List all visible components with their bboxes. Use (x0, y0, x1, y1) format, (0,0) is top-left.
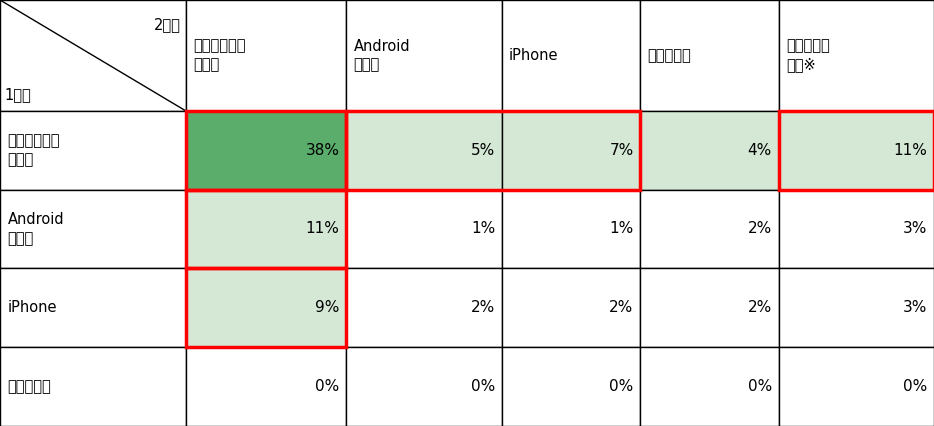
Text: Android
スマホ: Android スマホ (7, 212, 64, 246)
Text: 11%: 11% (894, 143, 927, 158)
Text: 0%: 0% (748, 379, 772, 394)
Text: タブレット: タブレット (7, 379, 51, 394)
Bar (640, 347, 779, 426)
Bar (640, 190, 779, 268)
Text: 3%: 3% (903, 300, 927, 315)
Text: 0%: 0% (903, 379, 927, 394)
Bar (347, 268, 502, 347)
Bar (779, 0, 934, 111)
Bar (0, 111, 186, 190)
Bar (779, 111, 934, 190)
Text: 9%: 9% (315, 300, 340, 315)
Text: iPhone: iPhone (7, 300, 57, 315)
Text: Android
スマホ: Android スマホ (354, 39, 410, 72)
Text: タブレット: タブレット (647, 48, 691, 63)
Bar (779, 268, 934, 347)
Text: 2台目: 2台目 (154, 17, 181, 32)
Text: 0%: 0% (471, 379, 495, 394)
Text: 2%: 2% (609, 300, 633, 315)
Bar (186, 347, 347, 426)
Text: 2%: 2% (748, 300, 772, 315)
Bar (186, 190, 347, 268)
Text: 38%: 38% (305, 143, 340, 158)
Bar (640, 0, 779, 111)
Text: 3%: 3% (903, 222, 927, 236)
Text: 4%: 4% (748, 143, 772, 158)
Text: 0%: 0% (316, 379, 340, 394)
Bar (186, 268, 347, 347)
Bar (502, 268, 640, 347)
Text: iPhone: iPhone (509, 48, 559, 63)
Bar (347, 347, 502, 426)
Bar (186, 111, 347, 190)
Bar (186, 190, 347, 268)
Bar (502, 111, 640, 190)
Bar (779, 111, 934, 190)
Text: 0%: 0% (609, 379, 633, 394)
Bar (779, 190, 934, 268)
Bar (640, 268, 779, 347)
Text: 2%: 2% (471, 300, 495, 315)
Bar (347, 111, 502, 190)
Bar (502, 347, 640, 426)
Text: 5%: 5% (471, 143, 495, 158)
Bar (502, 0, 640, 111)
Bar (779, 347, 934, 426)
Text: フィーチャー
フォン: フィーチャー フォン (7, 133, 60, 167)
Bar (347, 0, 502, 111)
Text: 2%: 2% (748, 222, 772, 236)
Bar (502, 190, 640, 268)
Text: 11%: 11% (305, 222, 340, 236)
Text: データ通信
機器※: データ通信 機器※ (786, 39, 829, 72)
Bar (0, 347, 186, 426)
Text: 1台目: 1台目 (5, 87, 32, 102)
Text: 1%: 1% (471, 222, 495, 236)
Text: 7%: 7% (609, 143, 633, 158)
Bar (0, 0, 186, 111)
Bar (0, 190, 186, 268)
Bar (640, 111, 779, 190)
Text: フィーチャー
フォン: フィーチャー フォン (193, 39, 246, 72)
Bar (0, 268, 186, 347)
Bar (186, 0, 347, 111)
Bar (186, 111, 347, 190)
Bar (186, 268, 347, 347)
Text: 1%: 1% (609, 222, 633, 236)
Bar (347, 111, 640, 190)
Bar (347, 190, 502, 268)
